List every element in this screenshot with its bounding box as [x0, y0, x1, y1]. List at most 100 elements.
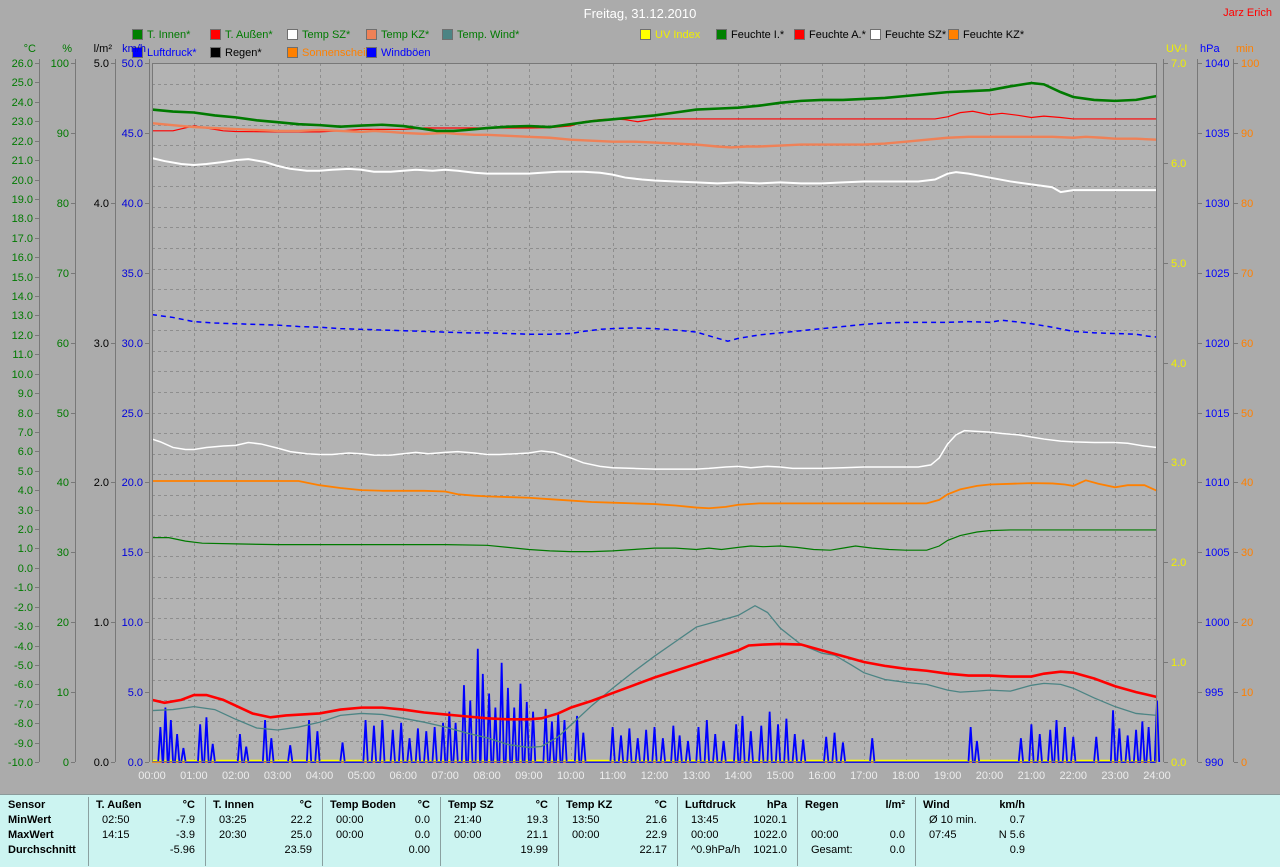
axis-unit-label: %: [62, 43, 72, 55]
axis-tick-label: 1000: [1205, 617, 1229, 629]
stat-time: 00:00: [811, 829, 839, 841]
legend-label: Windböen: [381, 47, 431, 59]
axis-tick-label: 90: [57, 128, 69, 140]
legend-item-t_innen: T. Innen*: [132, 29, 191, 41]
stat-time: 13:50: [572, 814, 600, 826]
axis-wind: km/h 50.0 45.0 40.0 35.0 30.0 25.0 20.0 15.0 10.0…: [122, 43, 150, 769]
stat-time: 14:15: [102, 829, 130, 841]
stat-col-header: Temp SZ: [448, 799, 494, 811]
axis-tick-label: 30: [1241, 547, 1253, 559]
axis-tick-label: 3.0: [94, 338, 109, 350]
stat-col-unit: km/h: [999, 799, 1025, 811]
axis-tick-label: 1.0: [1171, 657, 1186, 669]
x-axis-labels: 00:00 01:00 02:00 03:00 04:00 05:00 06:00 07:00…: [138, 770, 1171, 782]
axis-tick-label: 1.0: [18, 543, 33, 555]
legend-label: Feuchte I.*: [731, 29, 785, 41]
axis-tick-label: -5.0: [14, 660, 33, 672]
stats-divider: [440, 797, 441, 866]
axis-tick-label: 35.0: [122, 268, 143, 280]
axis-tick-label: 18.0: [12, 213, 33, 225]
axis-tick-label: 2.0: [18, 524, 33, 536]
axis-tick-label: 16.0: [12, 252, 33, 264]
stat-time: Gesamt:: [811, 844, 853, 856]
x-tick-label: 16:00: [808, 770, 836, 782]
axis-tick-label: 20.0: [122, 477, 143, 489]
axis-tick-label: 1035: [1205, 128, 1229, 140]
x-tick-label: 22:00: [1059, 770, 1087, 782]
stat-col-header: Regen: [805, 799, 839, 811]
axis-tick-label: 13.0: [12, 310, 33, 322]
axis-tick-label: 60: [1241, 338, 1253, 350]
stat-value: 0.0: [889, 829, 905, 841]
legend-label: Regen*: [225, 47, 262, 59]
chart-date-title: Freitag, 31.12.2010: [583, 6, 697, 21]
axis-unit-label: °C: [24, 43, 36, 55]
x-tick-label: 00:00: [138, 770, 166, 782]
stat-time: 13:45: [691, 814, 719, 826]
x-tick-label: 03:00: [264, 770, 292, 782]
stat-col-unit: °C: [535, 799, 548, 811]
legend-swatch-temp_wind: [442, 29, 453, 40]
stats-divider: [88, 797, 89, 866]
legend-item-temp_kz: Temp KZ*: [366, 29, 429, 41]
legend-item-uv_index: UV Index: [640, 29, 700, 41]
axis-tick-label: 8.0: [18, 408, 33, 420]
axis-tick-label: 0.0: [94, 757, 109, 769]
legend-item-temp_wind: Temp. Wind*: [442, 29, 519, 41]
legend-label: Feuchte SZ*: [885, 29, 947, 41]
axis-tick-label: 100: [51, 58, 69, 70]
axis-tick-label: 995: [1205, 687, 1223, 699]
stat-time: 02:50: [102, 814, 130, 826]
legend-label: T. Außen*: [225, 29, 273, 41]
axis-rain: l/m² 5.0 4.0 3.0 2.0 1.0 0.0: [94, 43, 116, 769]
axis-tick-label: -6.0: [14, 679, 33, 691]
stat-value: 22.9: [645, 829, 667, 841]
x-tick-label: 08:00: [473, 770, 501, 782]
stat-time: ^0.9hPa/h: [691, 844, 741, 856]
x-tick-label: 01:00: [180, 770, 208, 782]
series-t_innen: [151, 81, 1158, 133]
axis-unit-label: l/m²: [94, 43, 113, 55]
axis-tick-label: 5.0: [18, 466, 33, 478]
axis-tick-label: 20.0: [12, 175, 33, 187]
stat-time: Ø 10 min.: [929, 814, 977, 826]
legend-swatch-feuchte_kz: [948, 29, 959, 40]
axis-tick-label: 2.0: [1171, 557, 1186, 569]
stat-value: 21.6: [645, 814, 667, 826]
legend-swatch-sonnenschein: [287, 47, 298, 58]
legend-label: Sonnenschein: [302, 47, 372, 59]
axis-hpa: hPa 1040 1035 1030 1025 1020 1015 1010 1005 1000 9…: [1197, 43, 1229, 769]
axis-tick-label: -7.0: [14, 699, 33, 711]
legend-label: T. Innen*: [147, 29, 191, 41]
axis-temp: °C 26.0 25.0 24.0 23.0 22.0 21.0 20.0 19.0 18.0 17…: [8, 43, 40, 769]
axis-tick-label: 5.0: [1171, 258, 1186, 270]
axis-tick-label: 60: [57, 338, 69, 350]
axis-uv: UV-I 7.0 6.0 5.0 4.0 3.0 2.0 1.0 0.0: [1163, 43, 1187, 769]
axis-tick-label: 4.0: [94, 198, 109, 210]
axis-tick-label: 3.0: [18, 505, 33, 517]
axis-tick-label: 50.0: [122, 58, 143, 70]
series-feuchte_a: [152, 110, 1157, 133]
axis-tick-label: 5.0: [128, 687, 143, 699]
axis-tick-label: 40: [1241, 477, 1253, 489]
axis-tick-label: 1005: [1205, 547, 1229, 559]
legend-label: Temp SZ*: [302, 29, 351, 41]
x-tick-label: 12:00: [641, 770, 669, 782]
stat-time: 00:00: [454, 829, 482, 841]
x-tick-label: 23:00: [1101, 770, 1129, 782]
legend-swatch-t_innen: [132, 29, 143, 40]
axis-tick-label: 26.0: [12, 58, 33, 70]
axis-tick-label: 45.0: [122, 128, 143, 140]
axis-unit-label: min: [1236, 43, 1254, 55]
stat-value: -3.9: [176, 829, 195, 841]
axis-tick-label: -8.0: [14, 718, 33, 730]
stat-value: 1020.1: [753, 814, 787, 826]
axis-tick-label: 1010: [1205, 477, 1229, 489]
stat-col-unit: °C: [654, 799, 667, 811]
x-tick-label: 09:00: [515, 770, 543, 782]
legend-swatch-feuchte_sz: [870, 29, 881, 40]
axis-tick-label: 21.0: [12, 155, 33, 167]
stat-value: 0.7: [1009, 814, 1025, 826]
stat-value: 19.3: [526, 814, 548, 826]
